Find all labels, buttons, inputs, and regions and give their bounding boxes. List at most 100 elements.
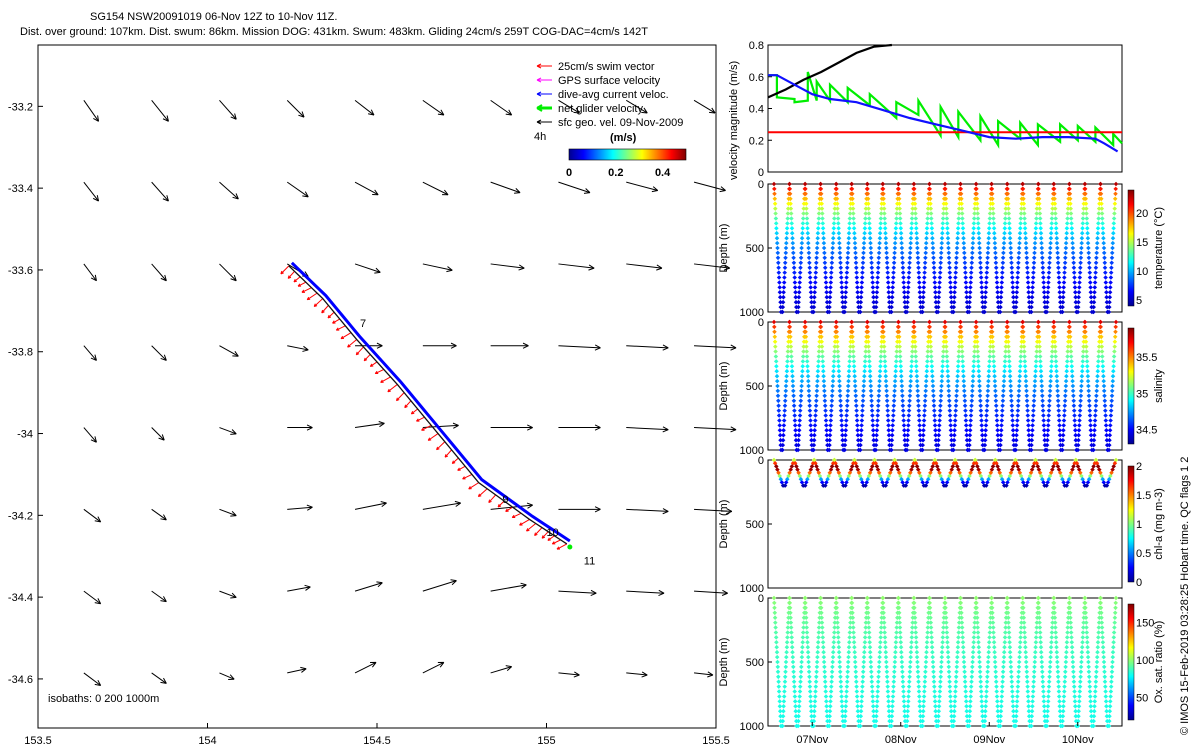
salinity-point	[1071, 393, 1076, 399]
oxygen-point	[844, 694, 849, 699]
salinity-point	[785, 349, 791, 354]
salinity-point	[1049, 364, 1054, 369]
temperature-point	[874, 290, 880, 295]
temperature-point	[791, 255, 796, 261]
temperature-point	[884, 250, 889, 256]
salinity-point	[1033, 373, 1038, 379]
oxygen-point	[979, 694, 984, 699]
oxygen-point	[772, 605, 777, 611]
salinity-point	[913, 349, 918, 354]
salinity-point	[852, 378, 858, 384]
temperature-point	[784, 226, 790, 231]
oxygen-point	[1014, 704, 1020, 709]
sfc-vector-shaft	[83, 590, 101, 605]
temperature-point	[1056, 275, 1062, 280]
salinity-point	[784, 378, 789, 384]
salinity-point	[859, 418, 865, 423]
salinity-point	[863, 349, 868, 354]
oxygen-point	[1033, 640, 1039, 645]
salinity-point	[992, 373, 997, 379]
temperature-point	[1030, 275, 1036, 280]
temperature-point	[811, 299, 817, 305]
oxygen-point	[855, 713, 861, 719]
salinity-point	[852, 368, 857, 374]
salinity-point	[818, 319, 823, 325]
oxygen-point	[798, 674, 804, 680]
salinity-point	[969, 403, 974, 408]
salinity-point	[902, 432, 907, 438]
oxygen-point	[1065, 625, 1070, 630]
oxygen-point	[960, 644, 966, 650]
oxygen-point	[1109, 669, 1115, 675]
temperature-point	[937, 275, 943, 280]
temperature-point	[880, 186, 886, 192]
oxygen-point	[791, 674, 797, 680]
swim-vector-shaft	[451, 457, 459, 464]
oxygen-point	[829, 684, 834, 689]
temperature-point	[831, 221, 837, 226]
oxygen-point	[937, 689, 943, 694]
oxygen-ylabel: Depth (m)	[718, 638, 730, 687]
map-x-tick-label: 153.5	[24, 735, 52, 747]
oxygen-point	[791, 679, 797, 684]
sfc-vector-head	[160, 677, 167, 684]
temperature-point	[804, 206, 809, 211]
temperature-point	[948, 290, 954, 295]
temperature-point	[787, 186, 793, 192]
temperature-point	[874, 285, 880, 290]
temperature-point	[871, 294, 876, 300]
salinity-point	[995, 423, 1000, 428]
salinity-point	[1023, 383, 1029, 389]
oxygen-point	[874, 699, 880, 704]
salinity-point	[995, 428, 1000, 433]
oxygen-point	[1045, 708, 1050, 714]
temperature-point	[824, 290, 829, 295]
salinity-point	[783, 388, 789, 394]
temperature-point	[1022, 211, 1027, 216]
temperature-point	[1008, 245, 1013, 251]
oxygen-point	[780, 723, 785, 729]
temperature-point	[913, 206, 918, 211]
oxygen-point	[876, 674, 881, 680]
oxygen-point	[1111, 644, 1116, 650]
temperature-point	[1054, 230, 1059, 236]
salinity-point	[1067, 334, 1073, 340]
oxygen-point	[1031, 674, 1037, 680]
temperature-point	[922, 260, 928, 266]
temperature-point	[869, 255, 874, 261]
salinity-point	[882, 349, 887, 354]
oxygen-point	[951, 718, 957, 724]
salinity-point	[854, 408, 859, 413]
swim-vector-shaft	[552, 539, 561, 545]
temperature-point	[1101, 250, 1107, 256]
oxygen-point	[977, 669, 983, 675]
oxygen-point	[784, 640, 790, 645]
salinity-point	[797, 418, 802, 423]
salinity-point	[855, 423, 860, 428]
temperature-point	[952, 280, 958, 285]
temperature-point	[773, 216, 779, 221]
salinity-point	[773, 354, 779, 359]
salinity-point	[803, 329, 808, 335]
salinity-point	[853, 393, 859, 399]
salinity-point	[906, 408, 912, 413]
oxygen-point	[967, 704, 973, 709]
salinity-point	[891, 408, 896, 413]
oxygen-point	[1091, 718, 1096, 724]
salinity-point	[1025, 408, 1030, 413]
oxygen-point	[773, 625, 778, 630]
temperature-point	[1112, 201, 1118, 206]
oxygen-point	[1034, 630, 1039, 635]
salinity-point	[776, 413, 782, 418]
salinity-point	[783, 393, 788, 399]
oxygen-point	[927, 600, 932, 606]
temperature-point	[1094, 255, 1099, 261]
oxygen-point	[909, 630, 915, 635]
salinity-point	[1040, 403, 1046, 408]
oxygen-point	[1078, 669, 1084, 675]
oxygen-point	[1070, 654, 1075, 660]
salinity-point	[828, 413, 834, 418]
temperature-point	[1078, 265, 1083, 270]
salinity-point	[792, 408, 797, 413]
salinity-point	[829, 403, 834, 408]
